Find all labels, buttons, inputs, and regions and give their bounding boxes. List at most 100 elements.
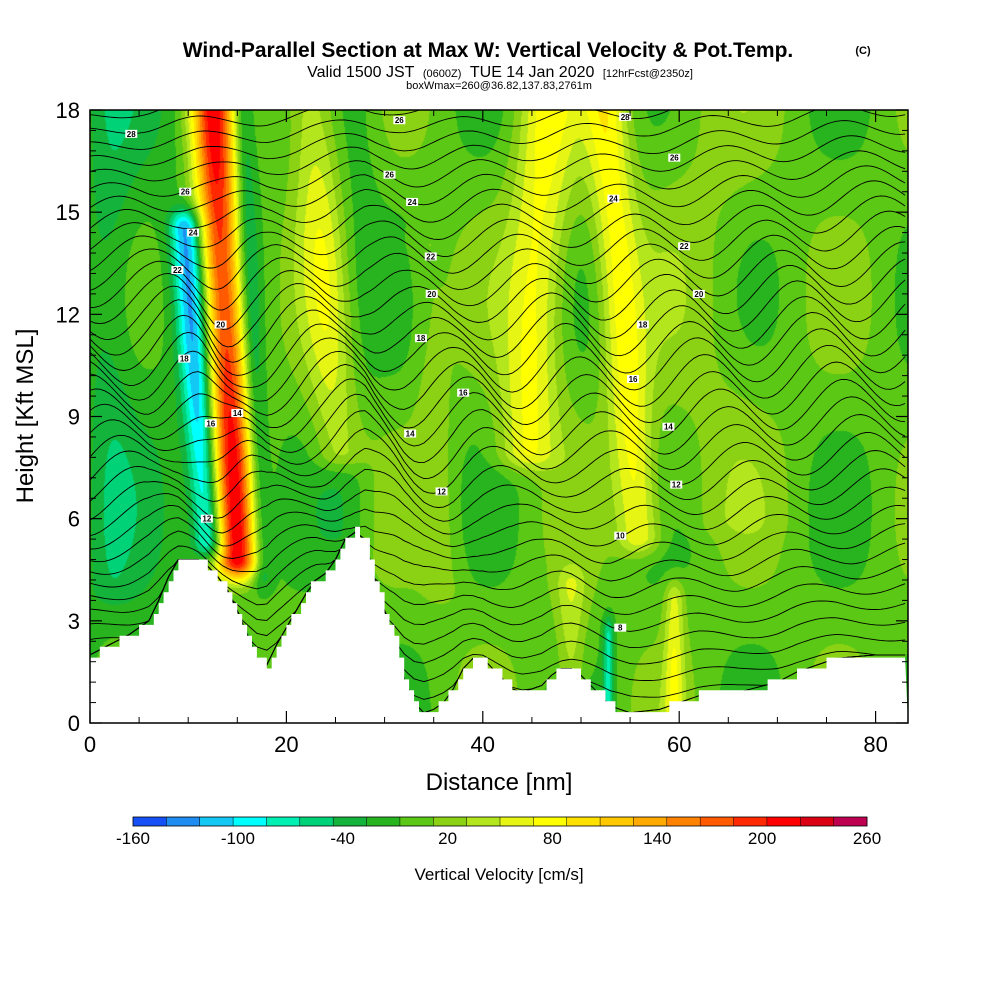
colorbar-swatch (266, 817, 301, 826)
y-tick-label: 15 (56, 200, 80, 225)
colorbar-swatch (600, 817, 634, 826)
contour-label: 22 (680, 242, 689, 251)
contour-label-bg (627, 375, 640, 384)
contour-label-bg (424, 252, 437, 261)
theta-contour-line (90, 150, 906, 213)
colorbar-tick-label: 140 (643, 829, 671, 848)
contour-label-bg (662, 422, 675, 431)
colorbar-swatch (633, 817, 668, 826)
colorbar-tick-label: 260 (853, 829, 881, 848)
x-axis-label: Distance [nm] (426, 769, 573, 796)
colorbar-swatch (566, 817, 601, 826)
contour-label: 20 (216, 321, 225, 330)
contour-label: 14 (233, 409, 242, 418)
chart-note: boxWmax=260@36.82,137.83,2761m (406, 80, 592, 92)
contour-label: 8 (618, 624, 623, 633)
theta-contour-line (90, 328, 906, 402)
colorbar-tick-label: 200 (748, 829, 776, 848)
colorbar-swatch (333, 817, 367, 826)
theta-contour-line (90, 195, 906, 272)
contour-label: 10 (616, 532, 625, 541)
colorbar-swatch (233, 817, 267, 826)
theta-contour-line (90, 258, 906, 348)
theta-contour-line (90, 486, 906, 537)
theta-contour-line (90, 427, 906, 494)
contour-label-bg (619, 112, 632, 121)
colorbar-swatch (666, 817, 701, 826)
contour-label: 24 (609, 195, 618, 204)
contour-label-bg (636, 320, 649, 329)
terrain (90, 526, 908, 723)
colorbar-tick-label: 80 (543, 829, 562, 848)
x-tick-label: 80 (863, 732, 887, 757)
y-tick-label: 9 (68, 405, 80, 430)
y-axis-label: Height [Kft MSL] (12, 329, 39, 504)
theta-contour-line (90, 120, 906, 182)
contour-label: 16 (629, 375, 638, 384)
contour-label-bg (406, 197, 419, 206)
colorbar-tick-label: -160 (116, 829, 150, 848)
chart-subtitle: Valid 1500 JST (0600Z) TUE 14 Jan 2020 [… (307, 64, 693, 81)
y-tick-label: 6 (68, 507, 80, 532)
x-tick-label: 60 (667, 732, 691, 757)
contour-label-bg (383, 170, 396, 179)
contour-label-bg (692, 289, 705, 298)
colorbar-swatch (466, 817, 501, 826)
x-tick-label: 0 (84, 732, 96, 757)
colorbar-swatch (833, 817, 868, 826)
contour-label: 26 (670, 154, 679, 163)
contour-label-bg (178, 354, 191, 363)
theta-contour-line (90, 312, 906, 388)
colorbar-tick-label: -40 (330, 829, 355, 848)
contour-label: 24 (408, 198, 417, 207)
contour-label: 22 (426, 252, 435, 261)
contour-label: 16 (459, 389, 468, 398)
contour-label: 14 (406, 430, 415, 439)
theta-contour-line (90, 378, 906, 447)
contour-label-bg (404, 429, 417, 438)
chart-title-mark: (C) (855, 45, 871, 57)
theta-contour-line (90, 241, 906, 330)
contour-label-bg (668, 153, 681, 162)
contour-label-bg (614, 531, 627, 540)
contour-label: 18 (180, 355, 189, 364)
contour-label: 16 (206, 419, 215, 428)
colorbar-tick-label: -100 (221, 829, 255, 848)
contour-label: 14 (664, 423, 673, 432)
colorbar-label: Vertical Velocity [cm/s] (414, 865, 583, 884)
theta-contour-line (90, 296, 906, 376)
colorbar-swatch (299, 817, 334, 826)
theta-contour-line (90, 504, 906, 550)
contour-label: 28 (621, 113, 630, 122)
contour-label-bg (425, 289, 438, 298)
theta-contour-line (90, 447, 906, 508)
contour-label-bg (179, 187, 192, 196)
contour-label-bg (414, 334, 427, 343)
contour-label-bg (231, 409, 244, 418)
theta-contour-line (90, 110, 672, 150)
contour-label: 20 (427, 290, 436, 299)
contour-label-bg (457, 388, 470, 397)
colorbar-swatch (733, 817, 768, 826)
contour-label: 22 (173, 266, 182, 275)
colorbar-swatch (366, 817, 401, 826)
y-tick-label: 0 (68, 711, 80, 736)
theta-contour-line (90, 361, 906, 429)
contour-label-bg (678, 242, 691, 251)
contour-label: 26 (181, 188, 190, 197)
plot-area: 28 26 28 26 26 26 24 24 24 22 22 22 20 20 20 18 18 18 16 16… (90, 110, 908, 723)
contour-label-bg (614, 623, 627, 632)
colorbar-swatch (766, 817, 801, 826)
colorbar-swatch (500, 817, 534, 826)
theta-contour-line (90, 530, 906, 582)
contour-label-bg (607, 194, 620, 203)
colorbar: -160 -100 -40 20 80 140 200 260 (116, 816, 881, 848)
contour-label-bg (125, 129, 138, 138)
colorbar-swatch (700, 817, 734, 826)
colorbar-swatch (133, 817, 167, 826)
subtitle-forecast: [12hrFcst@2350z] (603, 68, 693, 80)
contour-label-bg (187, 228, 200, 237)
contour-label: 20 (694, 290, 703, 299)
theta-contour-line (90, 517, 906, 564)
